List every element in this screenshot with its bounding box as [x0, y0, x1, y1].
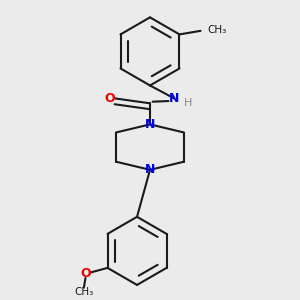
- Text: N: N: [145, 118, 155, 131]
- Text: CH₃: CH₃: [207, 25, 226, 34]
- Text: CH₃: CH₃: [74, 286, 94, 297]
- Text: O: O: [104, 92, 115, 105]
- Text: N: N: [145, 163, 155, 176]
- Text: H: H: [184, 98, 192, 108]
- Text: N: N: [169, 92, 179, 105]
- Text: O: O: [80, 267, 91, 280]
